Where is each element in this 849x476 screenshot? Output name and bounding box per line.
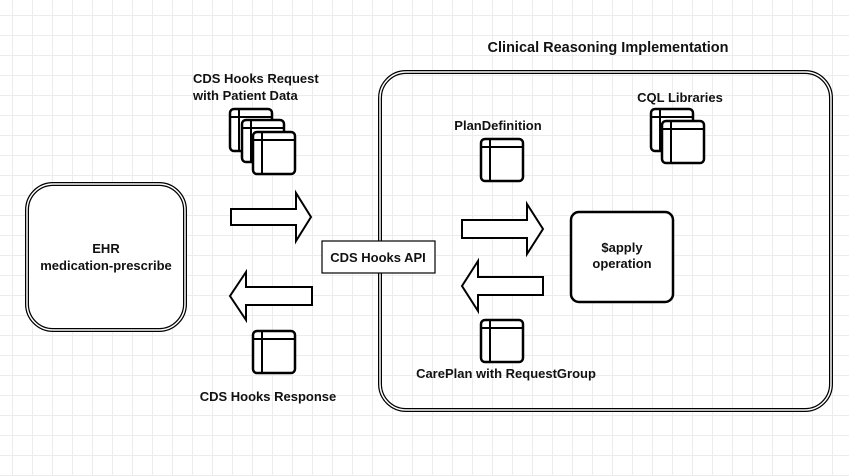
response-arrow-left — [228, 268, 313, 324]
careplan-document-icon — [479, 318, 525, 364]
ehr-box — [25, 182, 187, 332]
response-label: CDS Hooks Response — [200, 389, 337, 404]
cql-libraries-label: CQL Libraries — [637, 90, 723, 105]
response-document-icon — [251, 329, 297, 375]
apply-operation-label: operation — [592, 256, 651, 271]
plan-definition-label: PlanDefinition — [454, 118, 541, 133]
apply-request-arrow-right — [461, 200, 545, 258]
apply-response-arrow-left — [460, 257, 544, 315]
request-arrow-right — [230, 189, 313, 245]
document-icon — [251, 130, 297, 176]
ehr-hook-label: medication-prescribe — [40, 258, 172, 273]
plan-definition-icon — [479, 137, 525, 183]
diagram-title: Clinical Reasoning Implementation — [488, 40, 729, 56]
cql-library-icon — [660, 119, 706, 165]
apply-label: $apply — [601, 240, 643, 255]
careplan-label: CarePlan with RequestGroup — [416, 366, 596, 381]
request-label: CDS Hooks Request — [193, 71, 319, 86]
ehr-label: EHR — [92, 241, 120, 256]
cds-hooks-api-box — [321, 240, 436, 274]
cds-hooks-api-label: CDS Hooks API — [330, 250, 426, 265]
request-label-2: with Patient Data — [192, 88, 299, 103]
apply-operation-box — [569, 210, 675, 304]
